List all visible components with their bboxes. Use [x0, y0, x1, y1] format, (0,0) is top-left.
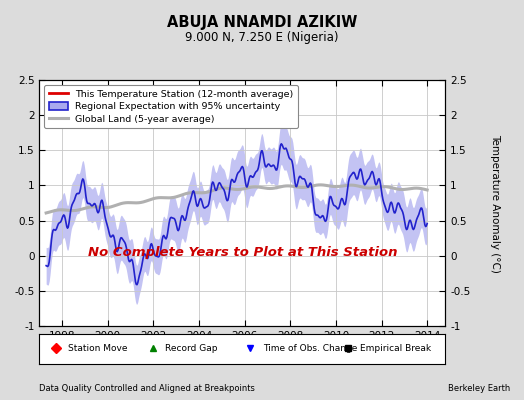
Text: Time of Obs. Change: Time of Obs. Change: [263, 344, 357, 353]
Text: Berkeley Earth: Berkeley Earth: [448, 384, 510, 393]
Text: Station Move: Station Move: [68, 344, 127, 353]
Text: Record Gap: Record Gap: [165, 344, 217, 353]
Text: ABUJA NNAMDI AZIKIW: ABUJA NNAMDI AZIKIW: [167, 14, 357, 30]
Text: No Complete Years to Plot at This Station: No Complete Years to Plot at This Statio…: [88, 246, 397, 259]
Text: 9.000 N, 7.250 E (Nigeria): 9.000 N, 7.250 E (Nigeria): [185, 32, 339, 44]
Text: Empirical Break: Empirical Break: [360, 344, 431, 353]
Legend: This Temperature Station (12-month average), Regional Expectation with 95% uncer: This Temperature Station (12-month avera…: [44, 85, 298, 128]
Text: Data Quality Controlled and Aligned at Breakpoints: Data Quality Controlled and Aligned at B…: [39, 384, 255, 393]
Y-axis label: Temperature Anomaly (°C): Temperature Anomaly (°C): [490, 134, 500, 272]
